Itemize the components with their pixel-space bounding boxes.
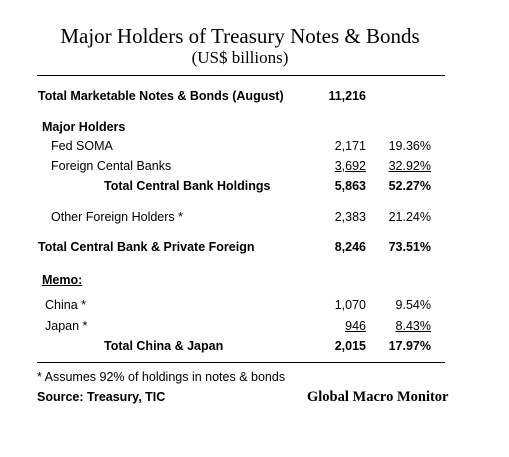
bottom-rule [37, 362, 445, 363]
fed-soma-value: 2,171 [334, 139, 366, 153]
total-cb-private-label: Total Central Bank & Private Foreign [38, 240, 255, 254]
top-rule [37, 75, 445, 76]
japan-value: 946 [345, 319, 366, 333]
total-china-japan-pct: 17.97% [388, 339, 431, 353]
total-cb-private-value: 8,246 [334, 240, 366, 254]
foreign-central-banks-pct: 32.92% [388, 159, 431, 173]
total-cb-private-pct: 73.51% [388, 240, 431, 254]
total-china-japan-label: Total China & Japan [104, 339, 224, 353]
major-holders-heading: Major Holders [42, 120, 126, 134]
source-note: Source: Treasury, TIC [37, 390, 166, 404]
other-foreign-pct: 21.24% [388, 210, 431, 224]
other-foreign-value: 2,383 [334, 210, 366, 224]
total-china-japan-value: 2,015 [334, 339, 366, 353]
total-central-bank-value: 5,863 [334, 179, 366, 193]
japan-pct: 8.43% [395, 319, 431, 333]
total-marketable-value: 11,216 [328, 89, 366, 103]
memo-heading: Memo: [42, 273, 83, 287]
brand-label: Global Macro Monitor [307, 389, 449, 405]
foreign-central-banks-label: Foreign Cental Banks [51, 159, 172, 173]
fed-soma-pct: 19.36% [388, 139, 431, 153]
total-central-bank-pct: 52.27% [388, 179, 431, 193]
japan-label: Japan * [45, 319, 88, 333]
total-marketable-label: Total Marketable Notes & Bonds (August) [38, 89, 284, 103]
china-pct: 9.54% [395, 298, 431, 312]
other-foreign-label: Other Foreign Holders * [51, 210, 184, 224]
foreign-central-banks-value: 3,692 [334, 159, 366, 173]
table-title: Major Holders of Treasury Notes & Bonds [60, 24, 420, 48]
footnote: * Assumes 92% of holdings in notes & bon… [37, 370, 286, 384]
china-value: 1,070 [334, 298, 366, 312]
fed-soma-label: Fed SOMA [51, 139, 113, 153]
china-label: China * [45, 298, 86, 312]
table-subtitle: (US$ billions) [191, 48, 289, 67]
total-central-bank-label: Total Central Bank Holdings [104, 179, 271, 193]
